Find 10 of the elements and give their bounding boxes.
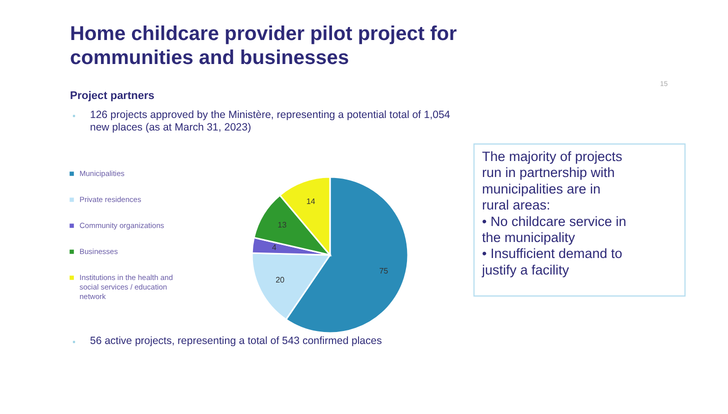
chart-title: Home childcare provider pilot project for communities and businesses bbox=[70, 23, 457, 69]
chart-subtitle: Project partners bbox=[70, 90, 154, 102]
data-label: 20 bbox=[276, 276, 286, 285]
data-label: 14 bbox=[306, 197, 316, 206]
data-label: 4 bbox=[272, 243, 278, 252]
text: 56 active projects, representing a total of 543 confirmed places bbox=[90, 335, 382, 347]
text: The majority of projects run in partnership with municipalities are in rural areas: • No childcare service in the municipality • Insufficient demand to justify a facility bbox=[481, 149, 626, 278]
data-label: 13 bbox=[278, 220, 288, 230]
text: 126 projects approved by the Ministère, representing a potential total of 1,054 new places (as at March 31, 2023) bbox=[90, 109, 450, 134]
data-label: 75 bbox=[379, 266, 389, 276]
